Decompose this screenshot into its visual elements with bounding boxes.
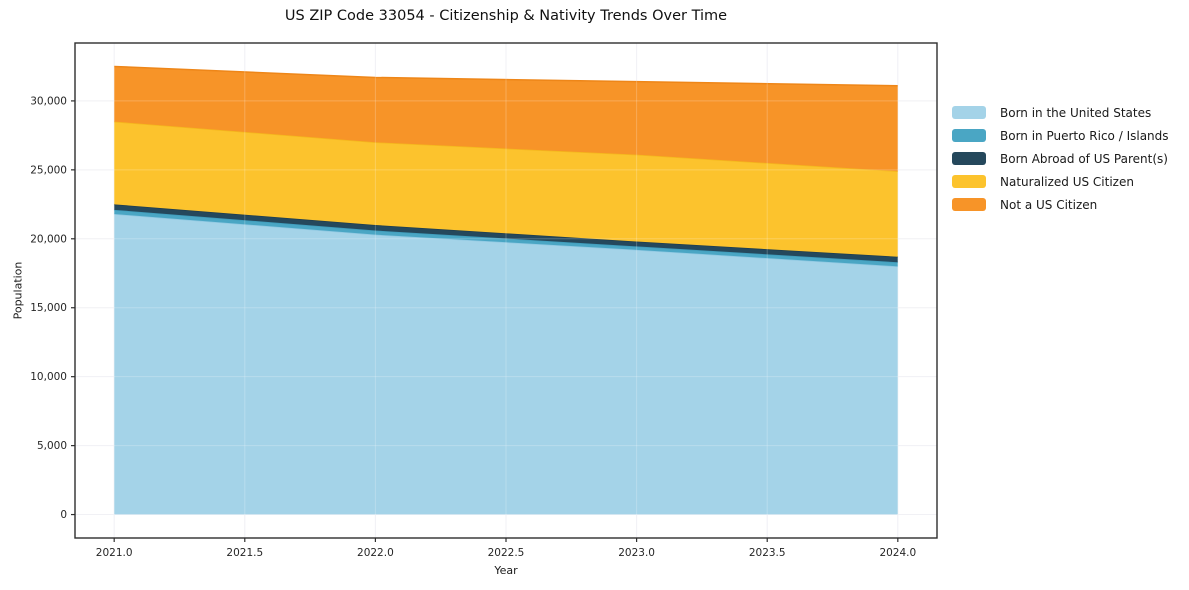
legend-label-not-citizen: Not a US Citizen xyxy=(1000,197,1098,212)
y-axis-ticks: 0 5,000 10,000 15,000 20,000 25,000 30,000 xyxy=(30,95,75,521)
legend-item: Born in the United States xyxy=(952,105,1169,120)
legend: Born in the United States Born in Puerto… xyxy=(952,105,1169,212)
area-4 xyxy=(114,66,898,172)
legend-label-born-us: Born in the United States xyxy=(1000,105,1152,120)
svg-text:5,000: 5,000 xyxy=(37,440,67,452)
legend-item: Born in Puerto Rico / Islands xyxy=(952,128,1169,143)
legend-swatch-naturalized xyxy=(952,175,986,188)
legend-label-puerto-rico: Born in Puerto Rico / Islands xyxy=(1000,128,1169,143)
svg-text:0: 0 xyxy=(60,509,67,521)
legend-swatch-born-us xyxy=(952,106,986,119)
legend-item: Not a US Citizen xyxy=(952,197,1169,212)
x-axis-label: Year xyxy=(494,564,518,577)
chart-title: US ZIP Code 33054 - Citizenship & Nativi… xyxy=(284,8,728,24)
svg-text:30,000: 30,000 xyxy=(30,95,67,107)
svg-text:2024.0: 2024.0 xyxy=(879,547,916,559)
area-0 xyxy=(114,213,898,515)
svg-text:2022.0: 2022.0 xyxy=(357,547,394,559)
y-axis-label: Population xyxy=(11,261,25,320)
legend-swatch-puerto-rico xyxy=(952,129,986,142)
gridlines-overlay xyxy=(75,43,937,538)
svg-text:10,000: 10,000 xyxy=(30,371,67,383)
x-axis-ticks: 2021.0 2021.5 2022.0 2022.5 2023.0 2023.5 2024… xyxy=(96,538,916,559)
legend-swatch-born-abroad xyxy=(952,152,986,165)
area-3 xyxy=(114,121,898,257)
legend-label-naturalized: Naturalized US Citizen xyxy=(1000,174,1134,189)
legend-label-born-abroad: Born Abroad of US Parent(s) xyxy=(1000,151,1168,166)
svg-text:2023.5: 2023.5 xyxy=(749,547,786,559)
area-series xyxy=(114,65,898,515)
svg-text:25,000: 25,000 xyxy=(30,164,67,176)
svg-text:20,000: 20,000 xyxy=(30,233,67,245)
area-1 xyxy=(114,209,898,267)
svg-text:15,000: 15,000 xyxy=(30,302,67,314)
svg-text:2022.5: 2022.5 xyxy=(488,547,525,559)
svg-text:2021.5: 2021.5 xyxy=(226,547,263,559)
legend-swatch-not-citizen xyxy=(952,198,986,211)
legend-item: Naturalized US Citizen xyxy=(952,174,1169,189)
legend-item: Born Abroad of US Parent(s) xyxy=(952,151,1169,166)
svg-text:2021.0: 2021.0 xyxy=(96,547,133,559)
svg-text:2023.0: 2023.0 xyxy=(618,547,655,559)
